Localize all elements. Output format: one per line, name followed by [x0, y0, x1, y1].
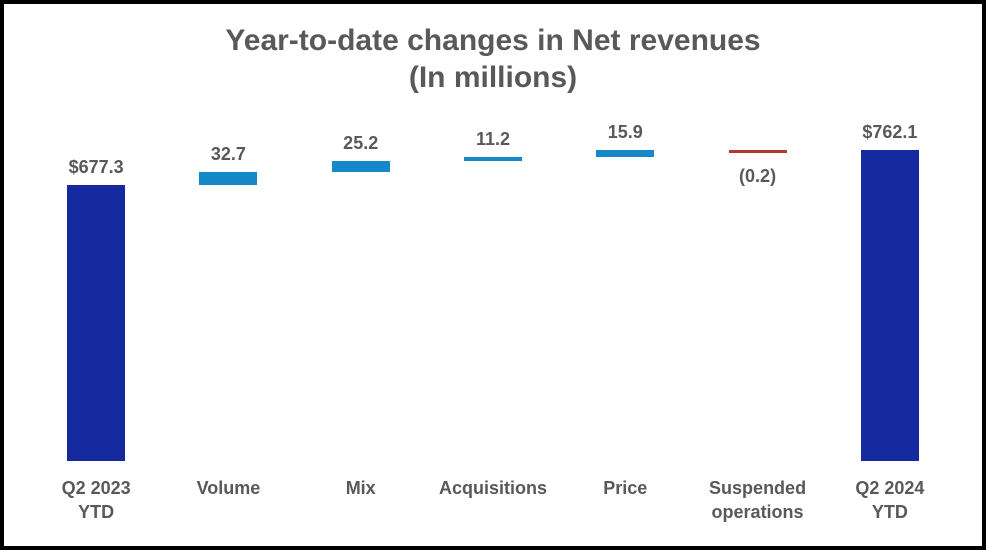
- bar-price: [596, 150, 655, 157]
- value-label: 32.7: [210, 143, 246, 164]
- value-label: $677.3: [68, 157, 124, 177]
- chart-title: Year-to-date changes in Net revenues (In…: [0, 22, 986, 96]
- category-label: Q2 2023 YTD: [61, 478, 131, 522]
- value-label: 11.2: [475, 128, 511, 149]
- chart-title-line1: Year-to-date changes in Net revenues: [225, 24, 761, 57]
- value-label: 15.9: [607, 122, 643, 143]
- value-label: (0.2): [739, 166, 777, 187]
- value-label: 25.2: [343, 133, 379, 154]
- category-label: Q2 2024 YTD: [855, 478, 925, 522]
- bar-suspended-operations: [728, 150, 787, 154]
- category-label: Price: [603, 478, 648, 498]
- category-label: Suspended operations: [709, 478, 807, 522]
- bar-q2-2024-ytd: [860, 150, 919, 461]
- bar-volume: [199, 171, 258, 185]
- bar-q2-2023-ytd: [67, 185, 126, 461]
- category-label: Acquisitions: [438, 478, 547, 498]
- bar-acquisitions: [464, 156, 522, 162]
- category-label: Volume: [196, 478, 261, 498]
- bar-mix: [331, 161, 390, 172]
- value-label: $762.1: [862, 122, 918, 143]
- chart-title-line2: (In millions): [408, 61, 578, 94]
- category-label: Mix: [345, 478, 376, 498]
